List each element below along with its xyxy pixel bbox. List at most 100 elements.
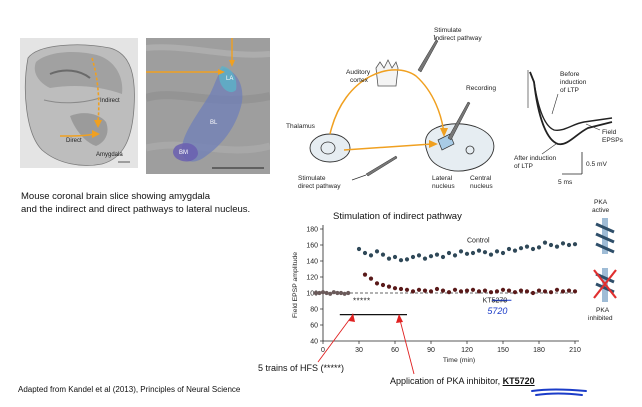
label-before-2: induction: [560, 79, 587, 86]
label-stimulate-direct-2: direct pathway: [298, 183, 341, 190]
coronal-slice-image: Indirect Direct Amygdala: [20, 38, 138, 168]
inhibitor-highlight-mark: [531, 388, 587, 396]
slice-caption: Mouse coronal brain slice showing amygda…: [21, 190, 291, 216]
data-point: [368, 276, 374, 281]
data-point: [506, 246, 512, 252]
data-point: [524, 289, 530, 294]
x-tick-label: 120: [461, 347, 473, 354]
data-point: [518, 246, 524, 251]
indirect-pathway-arrow: [329, 69, 445, 135]
amygdala-shape: [424, 123, 495, 172]
circuit-diagram: Stimulate indirect pathway Auditory cort…: [286, 27, 496, 190]
data-point: [374, 281, 380, 286]
data-point: [422, 256, 428, 261]
data-point: [362, 272, 368, 277]
epsp-traces: Before induction of LTP Field EPSPs Afte…: [514, 70, 624, 186]
data-point: [386, 256, 392, 261]
data-point: [476, 248, 482, 253]
data-point: [500, 250, 506, 256]
data-point: [458, 249, 464, 254]
x-tick-label: 0: [321, 347, 325, 354]
data-point: [317, 290, 322, 296]
data-point: [368, 253, 374, 258]
data-point: [338, 290, 344, 296]
y-tick-label: 40: [310, 338, 318, 345]
y-tick-label: 180: [306, 226, 318, 233]
data-point: [470, 287, 476, 292]
data-point: [398, 258, 404, 263]
source-citation: Adapted from Kandel et al (2013), Princi…: [18, 385, 241, 394]
inhibitor-callout-name: KT5720: [502, 376, 535, 386]
data-point: [494, 289, 500, 294]
data-point: [416, 253, 422, 258]
data-point: [410, 254, 416, 260]
label-stimulate-direct-1: Stimulate: [298, 175, 326, 182]
y-tick-label: 160: [306, 242, 318, 249]
data-point: [328, 291, 333, 296]
x-axis-label: Time (min): [443, 357, 475, 364]
data-point: [512, 248, 518, 253]
data-point: [440, 288, 446, 293]
scale-label-ms: 5 ms: [558, 179, 573, 186]
amygdala-histology-image: LA BL BM: [146, 38, 270, 174]
y-tick-label: 80: [310, 306, 318, 313]
data-point: [446, 290, 452, 295]
data-point: [428, 289, 434, 294]
data-point: [464, 288, 470, 293]
data-point: [536, 245, 542, 250]
pka-active-icon: [595, 218, 615, 254]
slice-caption-line1: Mouse coronal brain slice showing amygda…: [21, 191, 211, 202]
inhibitor-callout: Application of PKA inhibitor, KT5720: [390, 376, 535, 386]
data-point: [404, 287, 410, 292]
data-point: [476, 289, 482, 294]
data-point: [464, 251, 470, 256]
data-point: [386, 284, 392, 289]
data-point: [335, 290, 340, 296]
slice-label-indirect: Indirect: [100, 98, 120, 104]
data-point: [440, 254, 446, 260]
data-point: [346, 290, 351, 296]
data-point: [398, 286, 404, 292]
data-point: [488, 290, 494, 295]
epsp-trace-after: [529, 71, 613, 146]
pka-inhibited-label-2: inhibited: [588, 315, 613, 322]
central-nucleus-shape: [465, 145, 475, 155]
data-point: [324, 290, 329, 296]
data-point: [530, 290, 536, 296]
indirect-stimulating-electrode: [417, 39, 439, 73]
ltp-chart: Stimulation of indirect pathway 40 60 80 100…: [292, 211, 581, 364]
data-point: [506, 288, 512, 293]
pka-active-label-1: PKA: [594, 199, 608, 206]
label-stimulate-indirect-1: Stimulate: [434, 27, 462, 34]
kt-handwritten: 5720: [487, 306, 507, 316]
recording-electrode: [447, 101, 471, 141]
x-tick-label: 180: [533, 347, 545, 354]
data-point: [530, 246, 536, 252]
data-point: [482, 250, 488, 255]
data-point: [470, 250, 476, 256]
pka-inhibited-label-1: PKA: [596, 307, 610, 314]
label-lateral-nucleus-1: Lateral: [432, 175, 453, 182]
pka-inhibited-icon: [593, 268, 617, 302]
pka-icons: PKA active PKA inhibited: [588, 199, 617, 322]
pka-active-label-2: active: [592, 207, 610, 214]
x-tick-label: 210: [569, 347, 581, 354]
slice-label-amygdala: Amygdala: [96, 152, 123, 158]
x-tick-label: 90: [427, 347, 435, 354]
data-point: [374, 249, 380, 254]
data-point: [320, 290, 326, 295]
chart-title: Stimulation of indirect pathway: [333, 211, 462, 222]
label-lateral-nucleus-2: nucleus: [432, 183, 455, 190]
direct-pathway-arrow: [343, 143, 433, 151]
data-point: [422, 288, 428, 293]
x-tick-label: 150: [497, 347, 509, 354]
label-central-nucleus-2: nucleus: [470, 183, 493, 190]
label-auditory-cortex-2: cortex: [350, 77, 369, 84]
data-point: [512, 290, 518, 295]
data-point: [542, 289, 548, 294]
data-point: [446, 250, 452, 256]
data-point: [560, 241, 566, 246]
data-point: [500, 287, 506, 292]
data-point: [524, 244, 530, 249]
label-recording: Recording: [466, 85, 496, 92]
